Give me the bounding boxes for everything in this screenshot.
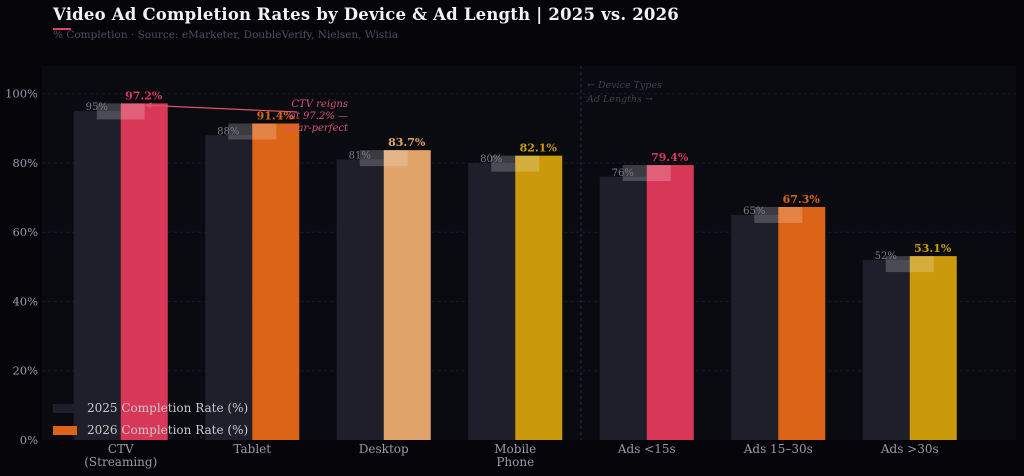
legend: 2025 Completion Rate (%) 2026 Completion… [53, 397, 248, 441]
bar-highlight [754, 206, 803, 223]
bar-2026 [778, 206, 826, 440]
x-tick-label: Mobile [494, 442, 536, 456]
x-tick-label: (Streaming) [84, 455, 157, 469]
x-tick-label: Ads >30s [880, 442, 939, 456]
value-label-2025: 95% [86, 102, 108, 113]
legend-item-2025: 2025 Completion Rate (%) [53, 397, 248, 419]
bar-2026 [515, 155, 563, 440]
bar-2025 [731, 214, 779, 440]
value-label-2025: 76% [612, 168, 634, 179]
legend-swatch-2026 [53, 425, 77, 435]
x-tick-label: Tablet [233, 442, 271, 456]
divider-label: Ad Lengths → [586, 94, 653, 105]
legend-swatch-2025 [53, 403, 77, 413]
value-label-2026: 91.4% [257, 109, 295, 122]
chart-subtitle: % Completion · Source: eMarketer, Double… [53, 29, 399, 41]
annotation-text: near-perfect [285, 123, 349, 134]
x-tick-label: Ads 15–30s [743, 442, 813, 456]
bar-highlight [359, 150, 408, 167]
bar-highlight [491, 155, 540, 172]
value-label-2026: 97.2% [125, 89, 163, 102]
bar-2026 [383, 150, 431, 440]
bar-2025 [205, 135, 253, 440]
x-tick-label: Phone [496, 455, 534, 469]
bar-highlight [96, 103, 145, 120]
value-label-2025: 80% [480, 154, 502, 165]
x-tick-label: CTV [108, 442, 134, 456]
annotation-arrowhead [144, 102, 152, 109]
bar-2025 [862, 259, 910, 440]
x-tick-label: Ads <15s [617, 442, 676, 456]
legend-item-2026: 2026 Completion Rate (%) [53, 419, 248, 441]
legend-label-2025: 2025 Completion Rate (%) [87, 401, 249, 415]
annotation-text: CTV reigns [291, 99, 348, 110]
value-label-2026: 82.1% [520, 142, 558, 155]
value-label-2025: 88% [217, 126, 239, 137]
legend-label-2026: 2026 Completion Rate (%) [87, 423, 249, 437]
value-label-2026: 83.7% [388, 136, 426, 149]
bar-highlight [228, 123, 277, 140]
title-accent-line [53, 28, 71, 30]
annotation-arrow [148, 104, 298, 113]
value-label-2026: 67.3% [783, 193, 821, 206]
value-label-2026: 53.1% [914, 242, 952, 255]
x-tick-label: Desktop [359, 442, 409, 456]
value-label-2026: 79.4% [651, 151, 689, 164]
value-label-2025: 65% [743, 206, 765, 217]
divider-label: ← Device Types [587, 80, 662, 91]
bar-2026 [909, 256, 957, 440]
y-tick-label: 20% [12, 364, 38, 378]
y-tick-label: 60% [12, 225, 38, 239]
annotation-text: at 97.2% — [290, 111, 348, 122]
bar-2026 [646, 165, 694, 440]
bar-2025 [73, 111, 121, 440]
bar-2025 [468, 162, 516, 441]
y-tick-label: 100% [5, 87, 38, 101]
y-tick-label: 40% [12, 294, 38, 308]
chart-title: Video Ad Completion Rates by Device & Ad… [53, 5, 679, 24]
bar-2025 [599, 176, 647, 440]
bar-2026 [252, 123, 300, 441]
bar-highlight [885, 256, 934, 273]
bar-2025 [336, 159, 384, 440]
bar-2026 [120, 103, 168, 441]
y-tick-label: 80% [12, 156, 38, 170]
y-tick-label: 0% [20, 433, 38, 447]
value-label-2025: 52% [875, 251, 897, 262]
value-label-2025: 81% [349, 151, 371, 162]
bar-highlight [622, 165, 671, 182]
